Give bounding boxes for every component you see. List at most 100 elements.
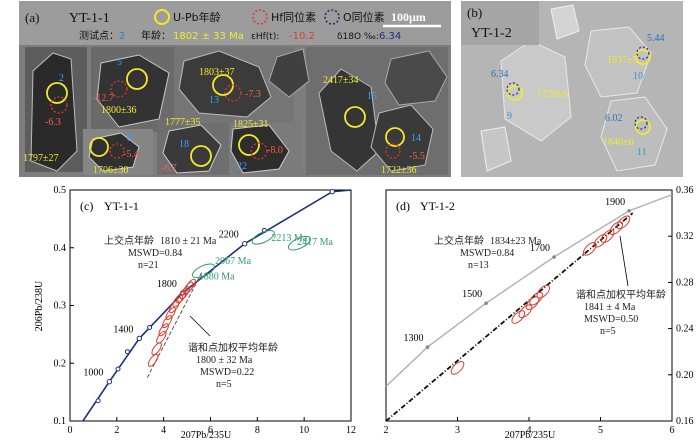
y-tick-label: 0.20 <box>676 370 694 381</box>
weighted-mswd: MSWD=0.50 <box>584 314 638 325</box>
legend-o-icon <box>324 9 340 25</box>
upper-n: n=13 <box>468 260 489 271</box>
grain-ehf: -6.3 <box>45 117 61 128</box>
age-label: 年龄： <box>141 29 171 42</box>
concordia-age-label: 1500 <box>462 289 482 300</box>
hf-spot-circle <box>224 84 242 102</box>
error-ellipse <box>151 342 162 356</box>
weighted-n: n=5 <box>600 326 616 337</box>
concordia-age-label: 1800 <box>157 279 177 290</box>
concordia-chart-d: 2 3 4 5 60.16 0.20 0.24 0.28 0.32 0.36 1300 1500 17… <box>384 186 694 441</box>
upb-spot-circle <box>635 119 651 135</box>
y-tick-label: 0.36 <box>676 186 694 196</box>
error-ellipse-discordant <box>287 235 312 251</box>
concordia-age-label: 1300 <box>403 333 423 344</box>
error-ellipse <box>518 304 533 319</box>
grain-spot-number: 10 <box>633 71 643 82</box>
x-tick-label: 0 <box>68 425 73 436</box>
x-tick-label: 5 <box>598 425 603 436</box>
zircon-crystal <box>480 126 512 172</box>
grain-spot-number: 14 <box>411 133 421 144</box>
error-ellipse <box>158 323 169 337</box>
weighted-value: 1841 ± 4 Ma <box>584 302 636 313</box>
error-ellipse-discordant <box>191 263 216 279</box>
concordia-age-marker <box>241 241 248 247</box>
zircon-crystal <box>384 50 448 106</box>
weighted-mswd: MSWD=0.22 <box>200 367 254 378</box>
y-tick-label: 0.3 <box>54 301 67 312</box>
concordia-age-label: 2200 <box>219 230 239 241</box>
grain-age: 1800±36 <box>101 105 137 116</box>
x-tick-label: 2 <box>384 425 389 436</box>
y-tick-label: 0.24 <box>676 324 694 335</box>
weighted-title: 谐和点加权平均年龄 <box>188 341 278 354</box>
concordia-curve <box>385 193 673 387</box>
sample-title-b: YT-1-2 <box>471 26 512 41</box>
weighted-value: 1800 ± 32 Ma <box>196 355 253 366</box>
error-ellipse <box>536 284 551 299</box>
hf-spot-circle <box>50 96 68 114</box>
grain-spot-number: 5 <box>117 57 122 68</box>
grain-ehf: -5.5 <box>409 151 425 162</box>
error-ellipse <box>161 315 173 329</box>
upper-mswd: MSWD=0.84 <box>128 248 182 259</box>
error-ellipse <box>156 330 167 344</box>
x-tick-label: 4 <box>527 425 532 436</box>
hf-spot-circle <box>385 143 401 159</box>
concordia-age-marker <box>136 335 143 342</box>
upb-spot-circle <box>46 82 68 104</box>
y-tick-label: 0.4 <box>54 243 67 254</box>
zircon-crystal <box>162 124 222 174</box>
legend-hf-label: Hf同位素 <box>271 10 316 24</box>
upb-spot-circle <box>385 127 405 147</box>
grain-ehf: -8.0 <box>267 145 283 156</box>
chart-title: YT-1-1 <box>104 199 139 213</box>
error-ellipse <box>179 286 190 300</box>
cl-image-b: (b) YT-1-2 5.44 1837±5 10 6.34 1729±6 9 … <box>461 1 683 177</box>
concordia-age-label: 1900 <box>605 197 625 208</box>
weighted-arrow <box>619 235 629 287</box>
concordia-age-marker <box>106 379 113 385</box>
legend-upb-label: U-Pb年龄 <box>173 10 221 24</box>
chart-letter: (d) <box>396 199 410 213</box>
y-axis-label: 206Pb/238U <box>34 280 45 331</box>
error-ellipse <box>147 353 159 367</box>
grain-age: 1797±27 <box>23 153 59 164</box>
grain-age: 1729±6 <box>537 89 568 100</box>
panel-letter-b: (b) <box>467 5 482 20</box>
grain-age: 1722±36 <box>381 165 417 176</box>
chart-letter: (c) <box>80 199 93 213</box>
grain-ehf: -6.7 <box>161 163 177 174</box>
zircon-crystal <box>584 26 652 98</box>
sample-title-a: YT-1-1 <box>69 11 110 26</box>
grain-age: 1777±35 <box>165 117 201 128</box>
ehf-label: εHf(t): <box>251 32 279 42</box>
x-tick-label: 6 <box>670 425 675 436</box>
weighted-arrow <box>189 315 211 337</box>
concordia-age-marker <box>552 255 556 259</box>
zircon-crystal <box>600 96 668 172</box>
grain-ehf: -5.4 <box>123 149 139 160</box>
zircon-crystal <box>370 104 434 172</box>
age-value: 1802 ± 33 Ma <box>173 31 244 42</box>
legend-o-label: O同位素 <box>343 10 385 24</box>
x-axis-label: 207Pb/235U <box>181 430 232 441</box>
concordia-marker <box>95 398 101 404</box>
grain-spot-number: 11 <box>637 147 647 158</box>
zircon-crystal <box>178 50 272 118</box>
x-tick-label: 8 <box>255 425 260 436</box>
cl-image-panel-b: (b) YT-1-2 5.44 1837±5 10 6.34 1729±6 9 … <box>461 1 683 177</box>
grain-d18o: 6.34 <box>491 69 509 80</box>
ehf-value: -10.2 <box>289 31 315 42</box>
scale-bar-label: 100μm <box>391 10 426 24</box>
o-spot-circle <box>634 116 648 130</box>
y-tick-label: 0.16 <box>676 416 694 427</box>
concordia-age-label: 1700 <box>530 243 550 254</box>
concordia-marker <box>115 366 121 372</box>
concordia-age-marker <box>425 345 430 349</box>
y-tick-label: 0.32 <box>676 231 694 242</box>
upper-intercept-value: 1834±23 Ma <box>490 236 542 247</box>
o-spot-circle <box>506 82 520 96</box>
legend-hf-icon <box>252 9 268 25</box>
grain-age: 1825±31 <box>233 119 269 130</box>
